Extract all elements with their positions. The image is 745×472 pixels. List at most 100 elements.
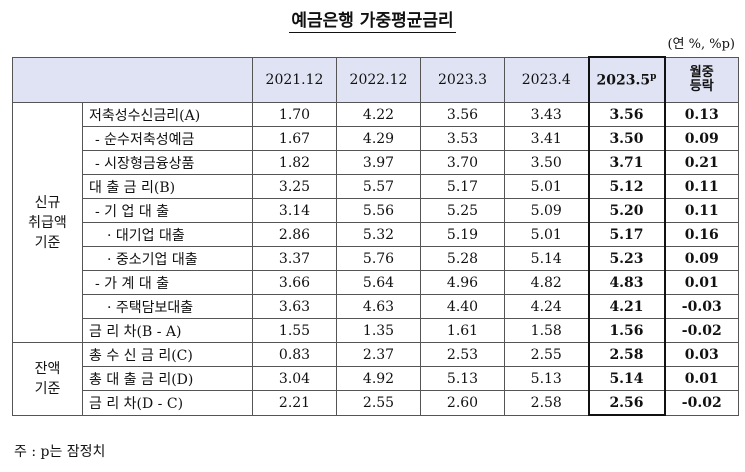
cell-highlight: 5.14: [587, 366, 666, 391]
cell-value: 4.24: [504, 294, 589, 319]
cell-change: 0.11: [664, 174, 739, 199]
unit-label: (연 %, %p): [667, 37, 735, 52]
cell-value: 3.97: [336, 150, 421, 175]
cell-value: 5.17: [420, 174, 505, 199]
cell-highlight: 5.17: [587, 222, 666, 247]
interest-rate-table: 2021.12 2022.12 2023.3 2023.4 2023.5p 월중…: [12, 56, 739, 416]
col-header-highlight-date: 2023.5: [596, 72, 651, 89]
table-row: - 기 업 대 출 3.14 5.56 5.25 5.09 5.20 0.11: [13, 198, 739, 223]
cell-highlight: 5.12: [587, 174, 666, 199]
table-title: 예금은행 가중평균금리: [0, 6, 745, 33]
cell-highlight: 2.56: [587, 390, 666, 416]
cell-value: 1.35: [336, 318, 421, 343]
cell-change: 0.11: [664, 198, 739, 223]
col-header: 2021.12: [252, 56, 337, 103]
row-label: · 중소기업 대출: [82, 246, 253, 271]
cell-value: 2.21: [252, 390, 337, 416]
cell-value: 3.53: [420, 126, 505, 151]
row-label: · 대기업 대출: [82, 222, 253, 247]
cell-value: 5.28: [420, 246, 505, 271]
cell-value: 0.83: [252, 342, 337, 367]
row-label: 총 수 신 금 리(C): [82, 342, 253, 367]
cell-value: 3.56: [420, 102, 505, 127]
row-label: - 가 계 대 출: [82, 270, 253, 295]
table-row: - 시장형금융상품 1.82 3.97 3.70 3.50 3.71 0.21: [13, 150, 739, 175]
cell-value: 3.50: [504, 150, 589, 175]
cell-highlight: 1.56: [587, 318, 666, 343]
cell-value: 4.82: [504, 270, 589, 295]
cell-change: -0.03: [664, 294, 739, 319]
cell-change: 0.09: [664, 246, 739, 271]
cell-value: 5.13: [420, 366, 505, 391]
cell-highlight: 5.20: [587, 198, 666, 223]
cell-value: 4.96: [420, 270, 505, 295]
cell-value: 5.01: [504, 174, 589, 199]
row-label: 금 리 차(D - C): [82, 390, 253, 416]
cell-value: 5.13: [504, 366, 589, 391]
cell-highlight: 3.50: [587, 126, 666, 151]
cell-change: 0.01: [664, 270, 739, 295]
cell-value: 3.14: [252, 198, 337, 223]
cell-value: 2.58: [504, 390, 589, 416]
cell-value: 4.40: [420, 294, 505, 319]
cell-highlight: 4.21: [587, 294, 666, 319]
cell-value: 3.37: [252, 246, 337, 271]
cell-value: 3.66: [252, 270, 337, 295]
group-label-line: 기준: [34, 234, 61, 251]
cell-value: 1.58: [504, 318, 589, 343]
cell-change: 0.01: [664, 366, 739, 391]
table-row: 잔액 기준 총 수 신 금 리(C) 0.83 2.37 2.53 2.55 2.58 0.03: [12, 342, 739, 416]
cell-value: 2.55: [336, 390, 421, 416]
cell-value: 2.55: [504, 342, 589, 367]
col-header: 2022.12: [336, 56, 421, 103]
table-row: 금 리 차(D - C) 2.21 2.55 2.60 2.58 2.56 -0.02: [13, 390, 739, 416]
cell-value: 4.29: [336, 126, 421, 151]
cell-value: 5.09: [504, 198, 589, 223]
cell-change: 0.03: [664, 342, 739, 367]
group-label-line: 취급액: [28, 214, 67, 231]
cell-value: 5.56: [336, 198, 421, 223]
cell-change: 0.13: [664, 102, 739, 127]
cell-highlight: 3.56: [587, 102, 666, 127]
provisional-mark: p: [650, 71, 657, 82]
cell-value: 3.04: [252, 366, 337, 391]
cell-value: 5.25: [420, 198, 505, 223]
cell-value: 4.22: [336, 102, 421, 127]
table-row: · 주택담보대출 3.63 4.63 4.40 4.24 4.21 -0.03: [13, 294, 739, 319]
cell-change: -0.02: [664, 318, 739, 343]
table-row: - 가 계 대 출 3.66 5.64 4.96 4.82 4.83 0.01: [13, 270, 739, 295]
table-row: · 중소기업 대출 3.37 5.76 5.28 5.14 5.23 0.09: [13, 246, 739, 271]
cell-value: 5.57: [336, 174, 421, 199]
cell-highlight: 4.83: [587, 270, 666, 295]
cell-value: 3.70: [420, 150, 505, 175]
cell-value: 5.76: [336, 246, 421, 271]
col-header-change: 월중 등락: [664, 56, 739, 103]
cell-change: 0.21: [664, 150, 739, 175]
cell-value: 5.32: [336, 222, 421, 247]
group-label: 잔액 기준: [12, 342, 83, 416]
cell-value: 2.53: [420, 342, 505, 367]
cell-highlight: 5.23: [587, 246, 666, 271]
table-title-text: 예금은행 가중평균금리: [289, 11, 456, 33]
cell-value: 5.19: [420, 222, 505, 247]
cell-value: 4.63: [336, 294, 421, 319]
cell-change: -0.02: [664, 390, 739, 416]
cell-value: 1.70: [252, 102, 337, 127]
row-label: · 주택담보대출: [82, 294, 253, 319]
cell-value: 2.37: [336, 342, 421, 367]
cell-value: 3.25: [252, 174, 337, 199]
row-label: - 시장형금융상품: [82, 150, 253, 175]
cell-value: 1.82: [252, 150, 337, 175]
cell-value: 1.55: [252, 318, 337, 343]
table-row: 신규 취급액 기준 저축성수신금리(A) 1.70 4.22 3.56 3.43 3.56 0.1…: [12, 102, 739, 343]
table-row: 금 리 차(B - A) 1.55 1.35 1.61 1.58 1.56 -0.02: [13, 318, 739, 343]
change-line2: 등락: [689, 78, 714, 94]
table-row: · 대기업 대출 2.86 5.32 5.19 5.01 5.17 0.16: [13, 222, 739, 247]
cell-value: 1.61: [420, 318, 505, 343]
table-body: 신규 취급액 기준 저축성수신금리(A) 1.70 4.22 3.56 3.43 3.56 0.1…: [12, 102, 739, 416]
cell-value: 2.86: [252, 222, 337, 247]
group-label-line: 기준: [34, 380, 61, 397]
cell-highlight: 2.58: [587, 342, 666, 367]
table-row: 대 출 금 리(B) 3.25 5.57 5.17 5.01 5.12 0.11: [13, 174, 739, 199]
row-label: 총 대 출 금 리(D): [82, 366, 253, 391]
